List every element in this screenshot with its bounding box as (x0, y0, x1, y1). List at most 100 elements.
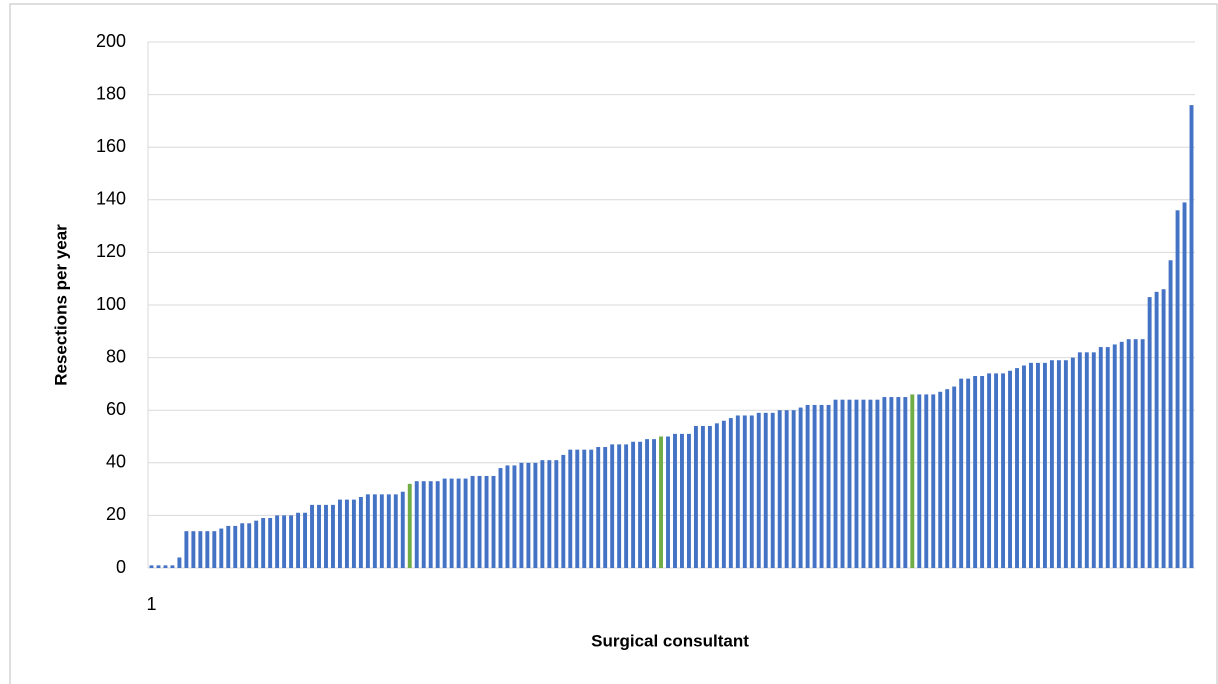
bar (896, 397, 901, 568)
bar (638, 441, 643, 568)
bar (1035, 362, 1040, 568)
bar (1189, 105, 1194, 569)
bar (1182, 202, 1187, 568)
bar (1084, 352, 1089, 568)
y-tick-label: 180 (96, 83, 126, 103)
bar (421, 481, 426, 568)
bar (575, 449, 580, 568)
bar (624, 444, 629, 568)
bar (875, 399, 880, 568)
bar (372, 494, 377, 568)
bar (435, 481, 440, 568)
x-axis-title: Surgical consultant (591, 631, 749, 650)
bar (952, 386, 957, 568)
bar (1042, 362, 1047, 568)
bar (686, 433, 691, 568)
bar (275, 515, 280, 568)
bar (1133, 339, 1138, 568)
bar (351, 499, 356, 568)
bar (1091, 352, 1096, 568)
bar (393, 494, 398, 568)
bar (177, 557, 182, 568)
bar (1098, 347, 1103, 568)
bar (1112, 344, 1117, 568)
bar (386, 494, 391, 568)
bar (917, 394, 922, 568)
bar (1008, 370, 1012, 568)
bar (1119, 341, 1124, 568)
bar (903, 397, 908, 568)
bar (247, 523, 252, 568)
bar (735, 415, 740, 568)
chart-frame (9, 3, 1218, 684)
bar (596, 447, 601, 568)
bar (714, 423, 719, 568)
bar (261, 518, 266, 568)
bar (296, 512, 301, 568)
bar (777, 410, 782, 568)
y-tick-label: 100 (96, 294, 126, 314)
bar (519, 462, 524, 568)
bar (337, 499, 342, 568)
bar (673, 433, 677, 568)
bar (721, 420, 726, 568)
y-tick-label: 20 (106, 504, 126, 524)
bar (149, 565, 154, 568)
bar (1154, 291, 1159, 568)
bar (603, 447, 608, 568)
bar (156, 565, 161, 568)
bar (477, 475, 482, 568)
bar (484, 475, 489, 568)
bar (540, 460, 545, 568)
bar (666, 436, 670, 568)
bar (498, 468, 503, 568)
bar (700, 425, 705, 568)
bar (442, 478, 447, 568)
bar (966, 378, 971, 568)
bar (491, 475, 496, 568)
x-tick-label: 1 (146, 594, 156, 614)
bar (707, 425, 712, 568)
y-tick-label: 200 (96, 31, 126, 51)
bar (1056, 360, 1061, 568)
bar (205, 531, 210, 568)
bar (763, 412, 768, 568)
bar (233, 525, 238, 568)
bar (331, 504, 335, 568)
bar (589, 449, 594, 568)
bar (680, 433, 684, 568)
bar (882, 397, 887, 568)
y-tick-label: 40 (106, 452, 126, 472)
bar (610, 444, 615, 568)
bar (791, 410, 796, 568)
bar (910, 394, 915, 568)
bar (805, 404, 810, 568)
bar (1105, 347, 1110, 568)
bar (798, 407, 803, 568)
bar (728, 418, 733, 568)
bar (994, 373, 999, 568)
bar (861, 399, 866, 568)
bar (1140, 339, 1145, 568)
bar (1161, 289, 1166, 568)
y-tick-label: 140 (96, 189, 126, 209)
bar (1063, 360, 1068, 568)
bar (365, 494, 370, 568)
bar (379, 494, 384, 568)
bar (784, 410, 789, 568)
bar (945, 389, 950, 568)
bar (659, 436, 663, 568)
bar (533, 462, 538, 568)
bar (1001, 373, 1006, 568)
bar (310, 504, 314, 568)
bar (324, 504, 328, 568)
bar (756, 412, 761, 568)
bar (470, 475, 475, 568)
bar (693, 425, 698, 568)
bar (1015, 368, 1019, 568)
bar (1049, 360, 1054, 568)
bar (526, 462, 531, 568)
bar (407, 483, 412, 568)
bar (191, 531, 196, 568)
